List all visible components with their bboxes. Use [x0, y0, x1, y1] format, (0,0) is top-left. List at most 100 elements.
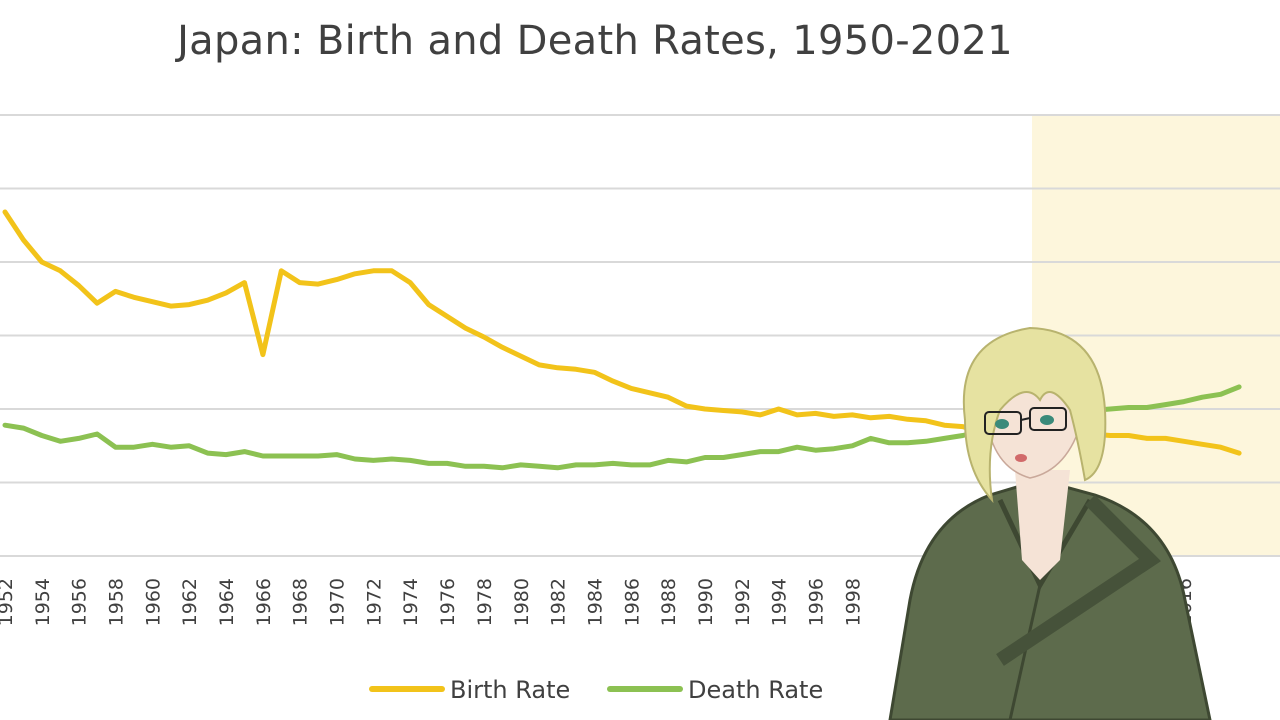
data-point-birth-rate — [133, 296, 135, 298]
chart-title: Japan: Birth and Death Rates, 1950-2021 — [177, 18, 1013, 64]
data-point-death-rate — [704, 457, 706, 458]
data-point-birth-rate — [1128, 435, 1130, 436]
x-tick-label: 1978 — [474, 578, 496, 626]
data-point-birth-rate — [501, 346, 503, 348]
data-point-death-rate — [778, 451, 780, 453]
data-point-death-rate — [207, 452, 209, 454]
data-point-death-rate — [446, 462, 448, 464]
data-point-death-rate — [96, 433, 98, 435]
x-tick-label: 1966 — [253, 578, 275, 626]
data-point-birth-rate — [372, 270, 374, 272]
data-point-birth-rate — [888, 415, 890, 417]
x-tick-label: 1958 — [106, 578, 128, 626]
x-axis-ticks: 1952 1954 1956 1958 1960 1962 1964 1966 1968 1970… — [0, 578, 1196, 626]
data-point-death-rate — [520, 464, 522, 466]
x-tick-label: 1980 — [511, 578, 533, 626]
data-point-death-rate — [1220, 393, 1222, 395]
data-point-death-rate — [170, 446, 172, 448]
data-point-birth-rate — [151, 301, 153, 303]
data-point-birth-rate — [778, 408, 780, 410]
data-point-birth-rate — [78, 285, 80, 286]
data-point-death-rate — [943, 437, 945, 439]
data-point-birth-rate — [557, 367, 559, 369]
x-tick-label: 1964 — [216, 578, 238, 626]
data-point-birth-rate — [465, 327, 466, 329]
data-point-birth-rate — [1238, 452, 1240, 454]
data-point-birth-rate — [262, 354, 264, 356]
character-hair — [962, 326, 1107, 504]
data-point-death-rate — [59, 440, 61, 442]
data-point-death-rate — [722, 457, 724, 458]
data-point-death-rate — [1128, 407, 1130, 408]
data-point-death-rate — [1201, 396, 1203, 398]
x-tick-label: 1970 — [327, 578, 349, 626]
data-point-death-rate — [409, 459, 411, 461]
data-point-death-rate — [465, 465, 466, 467]
data-point-birth-rate — [4, 211, 6, 213]
data-point-birth-rate — [115, 290, 116, 292]
data-point-death-rate — [962, 435, 964, 436]
data-point-birth-rate — [538, 364, 540, 366]
data-point-birth-rate — [704, 408, 706, 410]
data-point-birth-rate — [722, 410, 724, 411]
data-point-death-rate — [630, 464, 632, 466]
data-point-death-rate — [686, 461, 687, 463]
data-point-birth-rate — [409, 282, 411, 284]
data-point-birth-rate — [520, 355, 522, 357]
data-point-death-rate — [888, 442, 890, 444]
data-point-death-rate — [78, 437, 80, 439]
data-point-birth-rate — [41, 261, 43, 263]
data-point-death-rate — [1146, 407, 1148, 408]
x-tick-label: 1962 — [179, 578, 201, 626]
x-tick-label: 1984 — [584, 578, 606, 626]
data-point-birth-rate — [851, 414, 853, 416]
data-point-death-rate — [1238, 386, 1240, 388]
data-point-birth-rate — [833, 415, 835, 417]
data-point-death-rate — [188, 445, 190, 447]
legend-label-birth-rate: Birth Rate — [450, 676, 570, 704]
data-point-death-rate — [907, 442, 909, 444]
data-point-birth-rate — [59, 270, 61, 272]
data-point-death-rate — [262, 455, 264, 457]
data-point-birth-rate — [796, 414, 798, 416]
legend: Birth Rate Death Rate — [369, 676, 823, 704]
data-point-birth-rate — [667, 396, 669, 398]
character-eye-left — [995, 419, 1009, 429]
data-point-birth-rate — [686, 405, 687, 407]
data-point-birth-rate — [575, 368, 577, 370]
data-point-birth-rate — [1109, 435, 1111, 436]
data-point-death-rate — [354, 458, 356, 460]
data-point-birth-rate — [925, 420, 927, 422]
data-point-birth-rate — [317, 283, 319, 285]
x-tick-label: 1996 — [805, 578, 827, 626]
data-point-death-rate — [1183, 401, 1185, 403]
data-point-birth-rate — [907, 418, 909, 420]
data-point-death-rate — [133, 446, 135, 448]
legend-label-death-rate: Death Rate — [688, 676, 823, 704]
data-point-birth-rate — [741, 411, 743, 413]
character-eye-right — [1040, 415, 1054, 425]
data-point-death-rate — [336, 454, 338, 456]
data-point-death-rate — [428, 462, 430, 464]
x-tick-label: 1968 — [290, 578, 312, 626]
data-point-death-rate — [759, 451, 761, 453]
data-point-death-rate — [151, 443, 153, 445]
data-point-birth-rate — [943, 424, 945, 426]
x-tick-label: 1974 — [400, 578, 422, 626]
data-point-birth-rate — [22, 239, 24, 241]
data-point-birth-rate — [815, 412, 816, 414]
x-tick-label: 1988 — [658, 578, 680, 626]
data-point-birth-rate — [170, 305, 172, 307]
data-point-birth-rate — [1201, 443, 1203, 445]
data-point-death-rate — [280, 455, 282, 457]
character-mouth — [1015, 454, 1027, 462]
character-neck — [1015, 470, 1070, 580]
x-tick-label: 1976 — [437, 578, 459, 626]
character-avatar — [888, 326, 1212, 720]
data-point-birth-rate — [649, 392, 651, 394]
data-point-death-rate — [667, 459, 669, 461]
data-point-birth-rate — [612, 380, 614, 382]
data-point-birth-rate — [630, 387, 632, 389]
data-point-birth-rate — [96, 302, 98, 304]
